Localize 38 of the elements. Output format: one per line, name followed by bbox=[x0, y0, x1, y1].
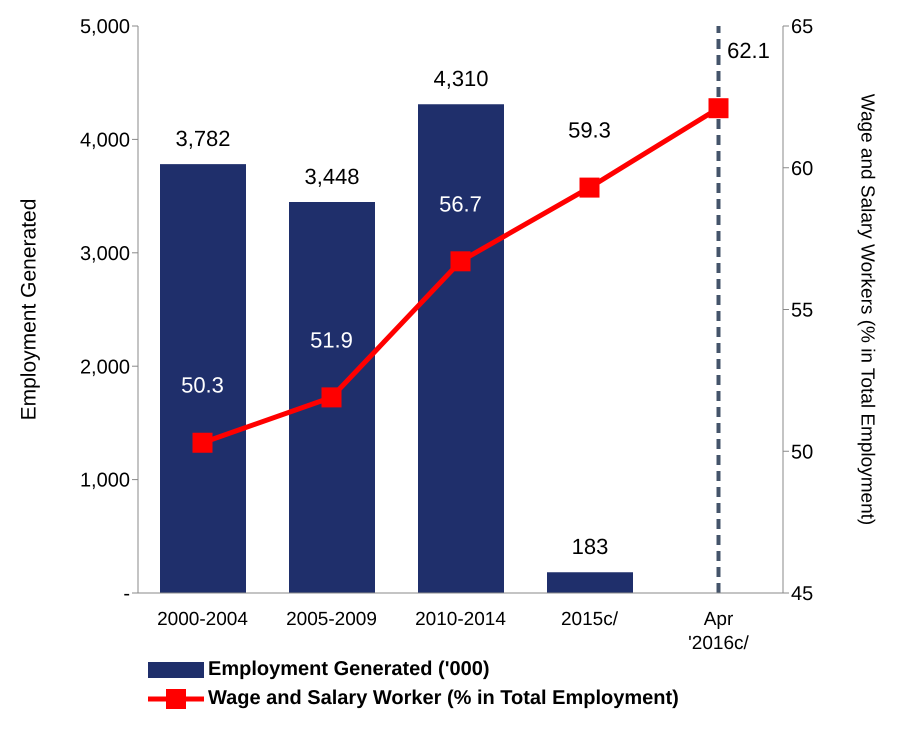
y2-tick-label: 65 bbox=[791, 16, 814, 38]
data-label: 4,310 bbox=[433, 66, 489, 92]
data-label: 62.1 bbox=[727, 38, 770, 64]
legend-label: Wage and Salary Worker (% in Total Employment) bbox=[208, 687, 679, 710]
data-label: 51.9 bbox=[310, 327, 353, 352]
y2-tick-label: 60 bbox=[791, 158, 814, 180]
x-tick-label: 2015c/ bbox=[560, 609, 619, 630]
point bbox=[450, 251, 470, 272]
point bbox=[192, 432, 212, 453]
y-tick-label: 5,000 bbox=[80, 16, 130, 38]
y-tick-label: 2,000 bbox=[80, 356, 130, 378]
y-tick-label: 4,000 bbox=[80, 130, 130, 152]
y2-axis-title: Wage and Salary Workers (% in Total Employment) bbox=[856, 94, 878, 526]
y2-tick-label: 50 bbox=[791, 441, 814, 464]
bar bbox=[547, 572, 633, 593]
point bbox=[580, 178, 600, 198]
data-label: 50.3 bbox=[181, 372, 224, 398]
data-label: 3,782 bbox=[175, 126, 231, 152]
data-label: 183 bbox=[572, 534, 608, 560]
y-tick-label: 1,000 bbox=[80, 470, 130, 492]
x-tick-label: 2005-2009 bbox=[286, 609, 377, 630]
point bbox=[708, 98, 728, 118]
data-label: 56.7 bbox=[439, 191, 482, 216]
data-label: 3,448 bbox=[304, 164, 360, 189]
y-tick-label: 3,000 bbox=[80, 242, 130, 265]
y2-tick-label: 45 bbox=[791, 583, 814, 606]
data-label: 59.3 bbox=[568, 118, 611, 143]
x-tick-label: 2010-2014 bbox=[415, 609, 506, 630]
y2-tick-label: 55 bbox=[791, 300, 814, 322]
bar bbox=[418, 104, 504, 593]
bar bbox=[160, 164, 246, 593]
y-tick-label: - bbox=[123, 583, 130, 606]
y-axis-title: Employment Generated bbox=[17, 198, 40, 420]
legend-label: Employment Generated ('000) bbox=[208, 658, 490, 681]
bar bbox=[289, 202, 375, 593]
point bbox=[322, 387, 342, 408]
x-tick-label: 2000-2004 bbox=[157, 609, 248, 630]
x-tick-label: Apr '2016c/ bbox=[688, 609, 750, 654]
